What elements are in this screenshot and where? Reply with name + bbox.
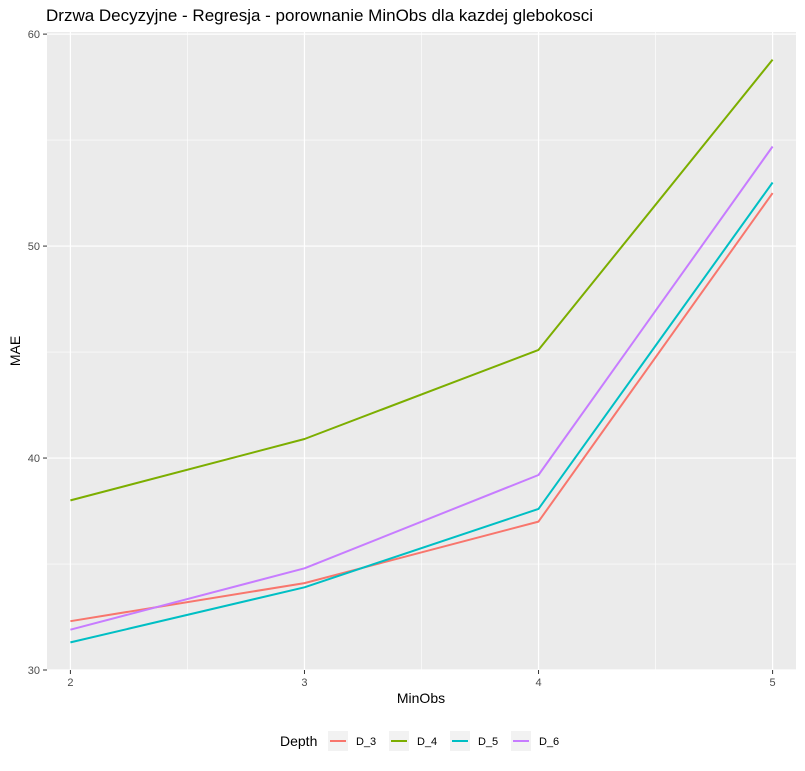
chart-title: Drzwa Decyzyjne - Regresja - porownanie … (46, 6, 593, 25)
y-tick-label: 40 (28, 453, 40, 465)
legend: Depth D_3 D_4 D_5 D_6 (280, 731, 559, 751)
series-line-d-4 (70, 58, 774, 502)
x-tick-label: 3 (301, 677, 307, 689)
legend-items: D_3 D_4 D_5 D_6 (328, 731, 559, 751)
legend-label: D_4 (417, 736, 437, 748)
x-tick-label: 2 (67, 677, 73, 689)
grid-minor (47, 32, 796, 670)
legend-label: D_3 (356, 736, 376, 748)
x-axis-title: MinObs (397, 690, 445, 706)
y-tick-label: 50 (28, 241, 40, 253)
x-tick-label: 4 (535, 677, 541, 689)
x-axis: 2 3 4 5 (67, 670, 776, 689)
y-axis-title: MAE (7, 336, 23, 366)
legend-key-d-5: D_5 (450, 731, 498, 751)
legend-key-d-6: D_6 (511, 731, 559, 751)
series-lines (70, 58, 774, 644)
series-line-d-5 (70, 181, 774, 644)
y-tick-label: 60 (28, 29, 40, 41)
legend-key-d-4: D_4 (389, 731, 437, 751)
series-line-d-3 (70, 192, 774, 623)
legend-label: D_6 (539, 736, 559, 748)
y-axis: 30 40 50 60 (28, 29, 47, 677)
legend-key-d-3: D_3 (328, 731, 376, 751)
x-tick-label: 5 (770, 677, 776, 689)
legend-title: Depth (280, 733, 317, 749)
legend-label: D_5 (478, 736, 498, 748)
y-tick-label: 30 (28, 665, 40, 677)
grid-major (47, 32, 796, 671)
series-line-d-6 (70, 145, 774, 631)
